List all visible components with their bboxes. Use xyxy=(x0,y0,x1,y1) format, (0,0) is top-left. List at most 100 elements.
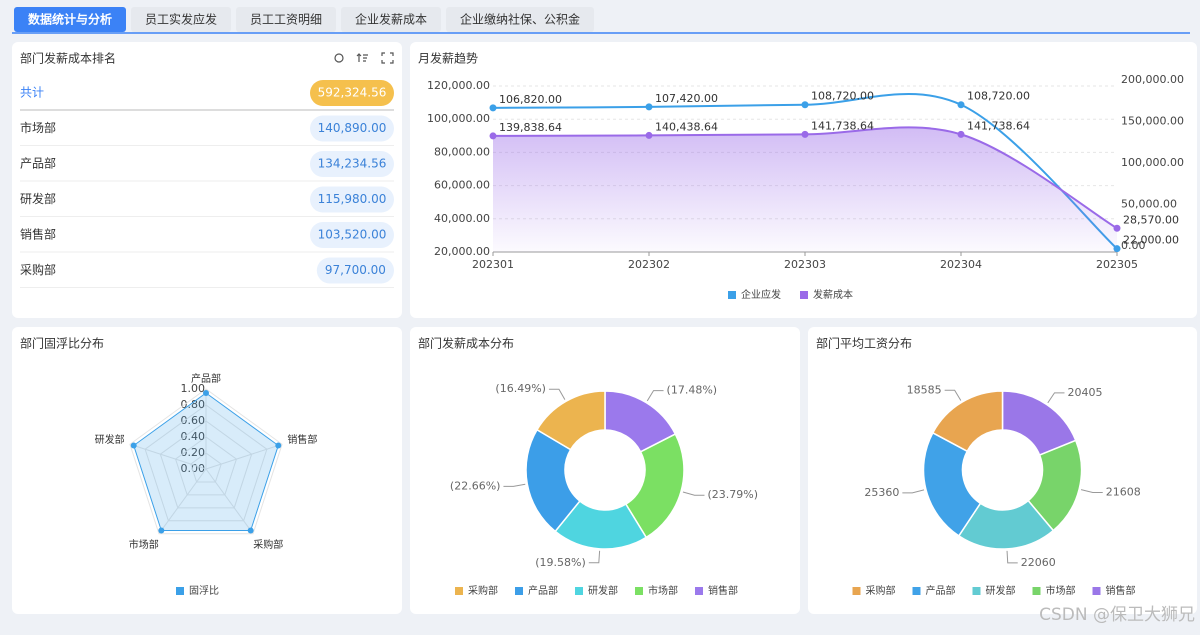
tab-label[interactable]: 企业发薪成本 xyxy=(355,12,427,27)
y2-tick-label: 50,000.00 xyxy=(1121,198,1177,211)
watermark: CSDN @保卫大狮兄 xyxy=(1039,605,1195,625)
panel-title: 部门发薪成本排名 xyxy=(20,51,116,66)
radar-grid xyxy=(144,404,268,522)
slice[interactable] xyxy=(931,390,1004,453)
tab[interactable] xyxy=(131,7,231,32)
toolbar-icons xyxy=(334,52,394,64)
y-tick-label: 80,000.00 xyxy=(434,145,490,158)
radar-grid xyxy=(159,420,253,509)
legend-swatch[interactable] xyxy=(972,587,981,595)
row-value: 115,980.00 xyxy=(318,192,387,206)
row-value: 140,890.00 xyxy=(318,121,387,135)
sort-icon[interactable] xyxy=(356,53,368,62)
row-name: 共计 xyxy=(20,86,44,100)
tab-label[interactable]: 企业缴纳社保、公积金 xyxy=(460,12,580,27)
tab[interactable] xyxy=(14,7,126,32)
legend-label[interactable]: 市场部 xyxy=(648,584,678,597)
legend-swatch[interactable] xyxy=(635,587,643,595)
radar-axis xyxy=(205,443,283,470)
y2-tick-label: 0.00 xyxy=(1121,239,1146,252)
value-label: 28,570.00 xyxy=(1123,213,1179,226)
x-tick-label: 202301 xyxy=(472,258,514,271)
legend-swatch[interactable] xyxy=(728,291,736,299)
value-pill xyxy=(310,151,394,177)
point xyxy=(645,131,653,139)
slice-label: 18585 xyxy=(907,383,942,396)
value-pill xyxy=(310,80,394,106)
tab[interactable] xyxy=(236,7,336,32)
legend-label[interactable]: 产品部 xyxy=(528,584,558,597)
value-label: 22,000.00 xyxy=(1123,234,1179,247)
radar-axis xyxy=(205,468,254,535)
legend-swatch[interactable] xyxy=(695,587,703,595)
legend-swatch[interactable] xyxy=(515,587,523,595)
legend-swatch[interactable] xyxy=(912,587,921,595)
legend-label[interactable]: 销售部 xyxy=(708,584,738,597)
legend-swatch[interactable] xyxy=(575,587,583,595)
y-tick-label: 120,000.00 xyxy=(427,79,490,92)
tab[interactable] xyxy=(446,7,594,32)
legend-label[interactable]: 研发部 xyxy=(986,584,1016,597)
legend-swatch[interactable] xyxy=(1032,587,1041,595)
legend-swatch[interactable] xyxy=(176,587,184,595)
fullscreen-icon[interactable] xyxy=(381,52,394,64)
point xyxy=(957,130,965,138)
refresh-icon[interactable] xyxy=(334,53,344,63)
radar-area xyxy=(133,392,279,531)
r-tick-label: 0.80 xyxy=(181,398,206,411)
radar-grid xyxy=(129,388,283,535)
legend-label[interactable]: 产品部 xyxy=(926,584,956,597)
indicator-label: 产品部 xyxy=(191,372,221,385)
legend-swatch[interactable] xyxy=(852,587,861,595)
point xyxy=(645,103,653,111)
legend-swatch[interactable] xyxy=(800,291,808,299)
label-line xyxy=(944,389,962,401)
label-line xyxy=(588,550,601,564)
legend-label[interactable]: 发薪成本 xyxy=(813,288,853,301)
r-tick-label: 0.60 xyxy=(181,414,206,427)
r-tick-label: 0.20 xyxy=(181,446,206,459)
ranking-panel xyxy=(12,42,402,318)
pie-panel xyxy=(410,327,800,614)
point xyxy=(130,442,137,449)
tab-label[interactable]: 数据统计与分析 xyxy=(28,12,112,27)
point xyxy=(1113,224,1121,232)
legend-label[interactable]: 固浮比 xyxy=(189,585,219,597)
slice[interactable] xyxy=(535,390,606,451)
slice-label: (17.48%) xyxy=(667,384,718,397)
panel-title: 部门固浮比分布 xyxy=(20,336,104,351)
indicator-label: 市场部 xyxy=(129,538,159,551)
value-label: 108,720.00 xyxy=(967,90,1030,103)
point xyxy=(247,527,254,534)
legend-label[interactable]: 市场部 xyxy=(1046,584,1076,597)
slice[interactable] xyxy=(525,428,581,533)
row-value: 97,700.00 xyxy=(325,263,386,277)
row-value: 103,520.00 xyxy=(318,228,387,242)
row-name: 采购部 xyxy=(20,262,56,277)
value-pill xyxy=(310,222,394,248)
y-tick-label: 100,000.00 xyxy=(427,112,490,125)
value-label: 141,738.64 xyxy=(811,119,874,132)
point xyxy=(489,104,497,112)
panel-title: 月发薪趋势 xyxy=(418,51,478,66)
legend-label[interactable]: 采购部 xyxy=(468,584,498,597)
y2-tick-label: 200,000.00 xyxy=(1121,73,1184,86)
legend-label[interactable]: 企业应发 xyxy=(741,288,781,301)
legend-label[interactable]: 销售部 xyxy=(1106,584,1136,597)
tab-label[interactable]: 员工实发应发 xyxy=(145,12,217,27)
legend-label[interactable]: 采购部 xyxy=(866,584,896,597)
slice-label: (23.79%) xyxy=(708,488,759,501)
label-line xyxy=(503,483,526,487)
pie-panel xyxy=(808,327,1197,614)
y2-tick-label: 150,000.00 xyxy=(1121,115,1184,128)
tab-label[interactable]: 员工工资明细 xyxy=(250,13,322,27)
y-tick-label: 40,000.00 xyxy=(434,212,490,225)
tab[interactable] xyxy=(341,7,441,32)
slice-label: 21608 xyxy=(1106,486,1141,499)
legend-label[interactable]: 研发部 xyxy=(588,584,618,597)
legend-swatch[interactable] xyxy=(1092,587,1101,595)
value-pill xyxy=(310,186,394,213)
point xyxy=(957,101,965,109)
legend-swatch[interactable] xyxy=(455,587,463,595)
